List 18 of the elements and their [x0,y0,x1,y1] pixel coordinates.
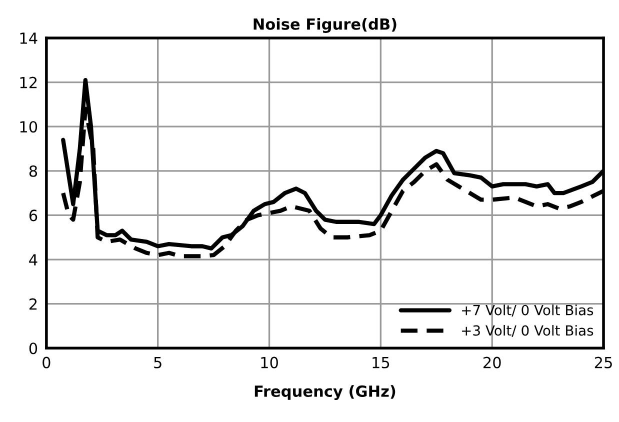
y-tick-label: 4 [29,254,38,266]
legend-label: +7 Volt/ 0 Volt Bias [462,304,594,316]
y-tick-label: 2 [29,298,37,310]
x-tick-label: 15 [372,356,390,368]
legend-label: +3 Volt/ 0 Volt Bias [462,324,594,337]
chart-title: Noise Figure(dB) [254,18,396,33]
y-tick-label: 12 [20,76,37,88]
x-tick-label: 0 [42,356,50,368]
y-tick-label: 8 [29,165,38,177]
x-tick-label: 20 [484,356,501,368]
y-tick-label: 14 [20,32,38,44]
x-tick-label: 5 [154,356,162,368]
y-tick-label: 10 [20,121,38,133]
x-tick-label: 10 [261,356,278,368]
y-tick-label: 6 [29,210,38,222]
x-tick-label: 25 [594,356,612,368]
x-axis-title: Frequency (GHz) [254,385,396,400]
y-tick-label: 0 [29,342,38,354]
